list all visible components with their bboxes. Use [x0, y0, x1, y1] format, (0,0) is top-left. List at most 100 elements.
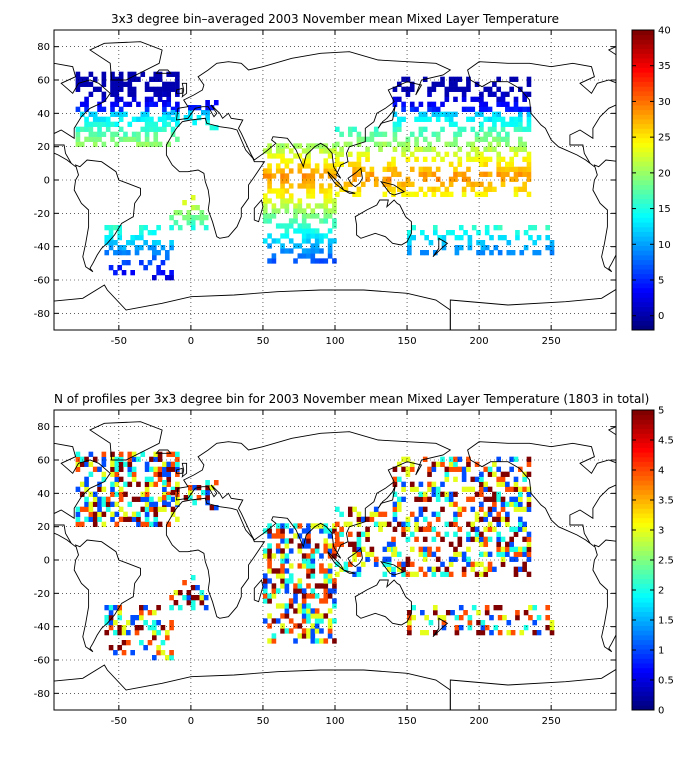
data-bin: [123, 461, 128, 467]
colorbar-segment: [632, 424, 654, 430]
data-bin: [522, 536, 527, 542]
data-bin: [314, 623, 320, 629]
data-bin: [489, 615, 494, 621]
data-bin: [144, 501, 150, 507]
data-bin: [470, 126, 476, 132]
data-bin: [306, 633, 311, 639]
data-bin: [509, 76, 514, 82]
data-bin: [327, 623, 333, 629]
data-bin: [549, 245, 555, 251]
data-bin: [427, 471, 432, 477]
data-bin: [453, 531, 458, 537]
data-bin: [526, 106, 532, 112]
data-bin: [418, 566, 424, 572]
data-bin: [414, 526, 419, 532]
coastline: [54, 442, 111, 548]
data-bin: [467, 240, 473, 246]
data-bin: [332, 218, 337, 224]
data-bin: [205, 490, 210, 496]
data-bin: [190, 220, 196, 226]
data-bin: [526, 571, 532, 577]
data-bin: [126, 240, 131, 246]
data-bin: [396, 171, 402, 177]
data-bin: [110, 481, 115, 487]
data-bin: [405, 536, 411, 542]
colorbar-tick-label: 4: [658, 466, 664, 477]
data-bin: [75, 86, 81, 92]
data-bin: [190, 600, 196, 606]
data-bin: [149, 466, 154, 472]
data-bin: [509, 466, 514, 472]
data-bin: [461, 126, 467, 132]
data-bin: [474, 531, 480, 537]
data-bin: [526, 166, 532, 172]
y-tick-label: 80: [37, 422, 50, 433]
data-bin: [440, 481, 445, 487]
data-bin: [280, 148, 285, 154]
data-bin: [448, 466, 454, 472]
data-bin: [466, 521, 471, 527]
data-bin: [444, 91, 450, 97]
coastline: [327, 551, 344, 571]
data-bin: [118, 486, 124, 492]
data-bin: [526, 541, 532, 547]
data-bin: [101, 81, 107, 87]
data-bin: [271, 238, 277, 244]
data-bin: [140, 111, 146, 117]
data-bin: [117, 225, 123, 231]
data-bin: [262, 578, 268, 584]
data-bin: [186, 210, 192, 216]
data-bin: [466, 496, 471, 502]
data-bin: [105, 116, 111, 122]
data-bin: [114, 141, 120, 147]
data-bin: [97, 511, 102, 517]
data-bin: [101, 511, 107, 517]
data-bin: [522, 526, 527, 532]
data-bin: [522, 181, 527, 187]
data-bin: [382, 556, 388, 562]
data-bin: [418, 166, 424, 172]
data-bin: [104, 240, 110, 246]
colorbar-segment: [632, 503, 654, 509]
data-bin: [101, 116, 107, 122]
data-bin: [327, 588, 333, 594]
colorbar-tick-label: 1: [658, 646, 664, 657]
data-bin: [409, 86, 415, 92]
data-bin: [175, 461, 180, 467]
data-bin: [528, 225, 533, 231]
x-tick-label: 100: [325, 716, 344, 727]
data-bin: [84, 516, 89, 522]
data-bin: [513, 476, 519, 482]
data-bin: [284, 233, 290, 239]
data-bin: [510, 250, 516, 256]
data-bin: [97, 121, 102, 127]
data-bin: [427, 141, 432, 147]
colorbar-segment: [632, 240, 654, 247]
coastline: [343, 189, 356, 194]
data-bin: [523, 625, 529, 631]
data-bin: [262, 548, 268, 554]
data-bin: [149, 101, 154, 107]
data-bin: [175, 116, 180, 122]
data-bin: [386, 141, 392, 147]
data-bin: [526, 76, 532, 82]
data-bin: [378, 511, 383, 517]
data-bin: [409, 546, 415, 552]
colorbar-segment: [632, 62, 654, 68]
data-bin: [391, 541, 396, 547]
data-bin: [513, 506, 519, 512]
data-bin: [275, 568, 281, 574]
data-bin: [420, 230, 425, 236]
data-bin: [492, 186, 497, 192]
data-bin: [92, 131, 98, 137]
data-bin: [136, 516, 141, 522]
data-bin: [422, 146, 428, 152]
data-bin: [310, 258, 316, 264]
data-bin: [365, 156, 370, 162]
data-bin: [280, 573, 285, 579]
data-bin: [162, 81, 167, 87]
data-bin: [297, 208, 303, 214]
data-bin: [500, 556, 506, 562]
data-bin: [347, 521, 353, 527]
data-bin: [301, 233, 307, 239]
